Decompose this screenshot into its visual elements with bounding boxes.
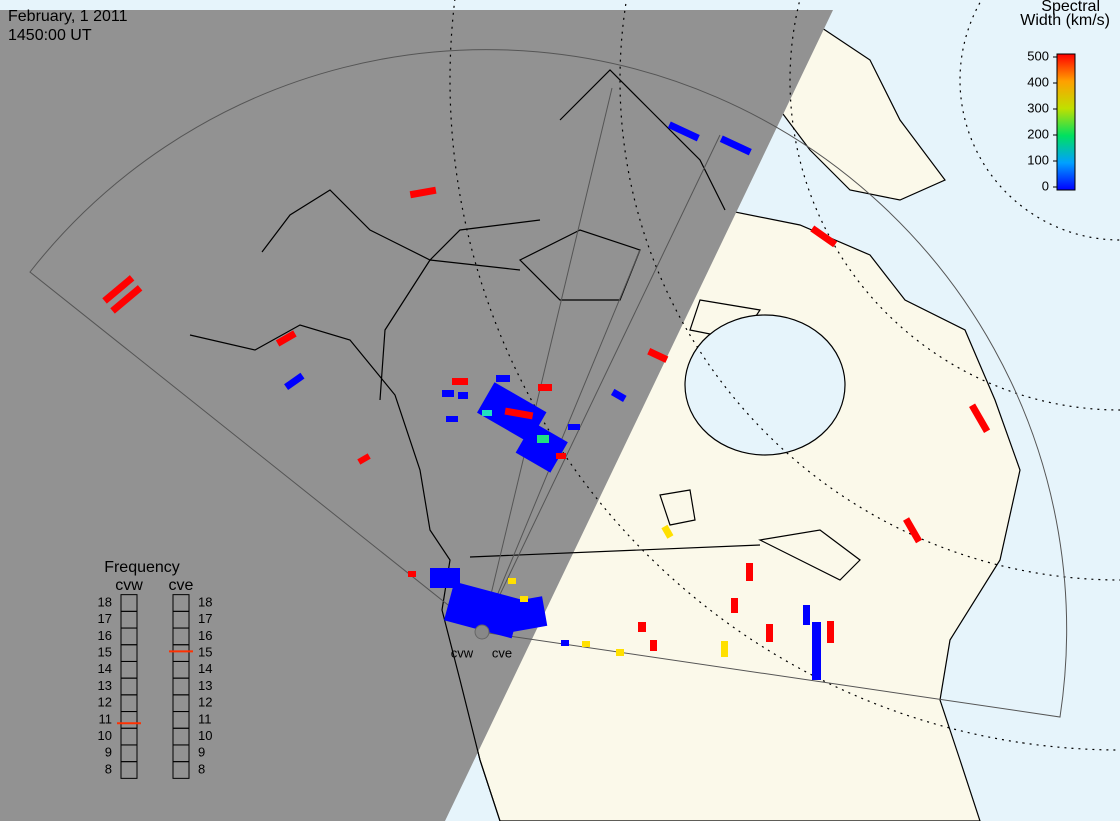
frequency-tick-label: 15 — [98, 645, 112, 660]
frequency-title: Frequency — [104, 559, 180, 576]
colorbar-tick-label: 200 — [1027, 126, 1049, 141]
overlay: February, 1 2011 1450:00 UT Spectral Wid… — [8, 0, 1110, 660]
frequency-tick-label: 18 — [198, 594, 212, 609]
time-label: 1450:00 UT — [8, 27, 92, 44]
colorbar-tick-label: 300 — [1027, 100, 1049, 115]
frequency-tick-label: 15 — [198, 645, 212, 660]
frequency-tick-label: 17 — [98, 611, 112, 626]
colorbar-tick-label: 0 — [1042, 178, 1049, 193]
night-shade — [0, 10, 833, 821]
colorbar-title: Spectral — [1041, 0, 1100, 15]
graticule — [449, 0, 1120, 751]
frequency-tick-label: 9 — [198, 745, 205, 760]
colorbar-title: Width (km/s) — [1020, 12, 1110, 29]
frequency-tick-label: 11 — [198, 711, 212, 726]
frequency-tick-label: 17 — [198, 611, 212, 626]
colorbar — [1056, 53, 1076, 191]
frequency-tick-label: 13 — [198, 678, 212, 693]
site-label: cvw — [451, 645, 474, 660]
frequency-tick-label: 16 — [198, 628, 212, 643]
frequency-tick-label: 14 — [198, 661, 212, 676]
site-label: cve — [492, 645, 512, 660]
frequency-tick-label: 10 — [98, 728, 112, 743]
frequency-tick-label: 8 — [198, 761, 205, 776]
hudson-bay — [684, 314, 846, 456]
frequency-cell — [120, 594, 138, 612]
frequency-tick-label: 9 — [105, 745, 112, 760]
frequency-tick-label: 11 — [99, 711, 113, 726]
coastlines — [189, 69, 861, 821]
frequency-tick-label: 16 — [98, 628, 112, 643]
frequency-tick-label: 12 — [98, 695, 112, 710]
frequency-cell — [172, 594, 190, 612]
date-label: February, 1 2011 — [8, 8, 128, 25]
frequency-tick-label: 18 — [98, 594, 112, 609]
frequency-tick-label: 8 — [105, 761, 112, 776]
frequency-tick-label: 13 — [98, 678, 112, 693]
frequency-tick-label: 12 — [198, 695, 212, 710]
radar-name: cvw — [115, 577, 143, 594]
colorbar-tick-label: 100 — [1027, 152, 1049, 167]
colorbar-tick-label: 500 — [1027, 48, 1049, 63]
frequency-tick-label: 10 — [198, 728, 212, 743]
echoes — [102, 121, 991, 680]
radar-site — [474, 624, 490, 640]
frequency-tick-label: 14 — [98, 661, 112, 676]
colorbar-tick-label: 400 — [1027, 74, 1049, 89]
radar-name: cve — [169, 577, 194, 594]
